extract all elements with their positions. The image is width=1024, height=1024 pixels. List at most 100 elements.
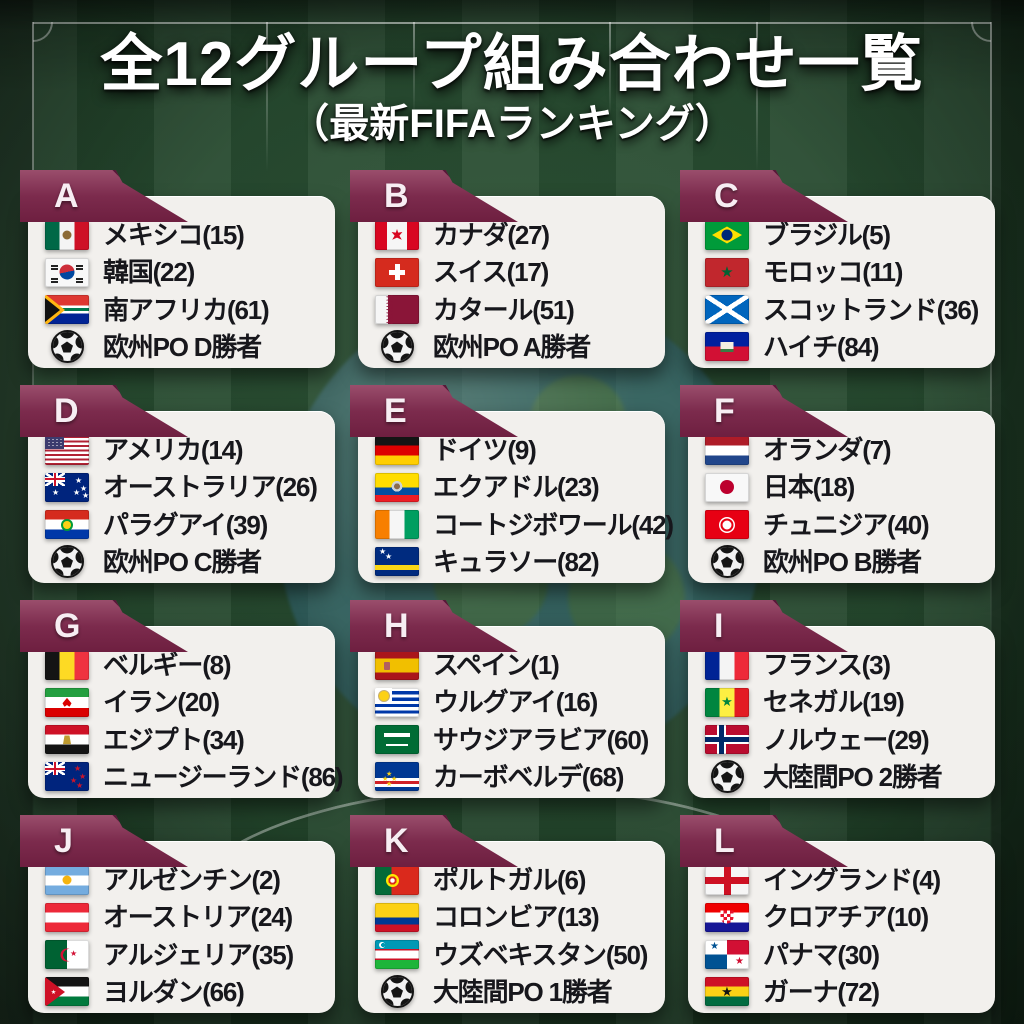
group-ribbon: C xyxy=(680,170,848,222)
team-label: ガーナ(72) xyxy=(763,976,880,1007)
team-label: クロアチア(10) xyxy=(763,902,929,933)
group-letter: I xyxy=(714,607,724,645)
team-row: クロアチア(10) xyxy=(704,902,987,932)
ivory-coast-flag-icon xyxy=(375,510,419,540)
group-card-L: L イングランド(4) クロアチア(10) パナマ(30) ガーナ(72) xyxy=(680,815,995,1013)
team-row: 韓国(22) xyxy=(44,257,327,287)
team-label: カタール(51) xyxy=(433,294,575,325)
ribbon-corner-fold xyxy=(350,222,358,230)
flag-box xyxy=(44,435,90,465)
flag-box xyxy=(44,295,90,325)
cape-verde-flag-icon xyxy=(375,762,419,792)
team-row: エクアドル(23) xyxy=(374,472,657,502)
team-label: 欧州PO D勝者 xyxy=(103,331,262,362)
team-row: ノルウェー(29) xyxy=(704,725,987,755)
flag-box xyxy=(44,762,90,792)
flag-box xyxy=(704,865,750,895)
group-card-K: K ポルトガル(6) コロンビア(13) ウズベキスタン(50) 大陸間PO 1勝者 xyxy=(350,815,665,1013)
team-row: 欧州PO C勝者 xyxy=(44,545,327,579)
flag-box xyxy=(374,865,420,895)
team-row: スコットランド(36) xyxy=(704,295,987,325)
ribbon-corner-fold xyxy=(350,867,358,875)
flag-box xyxy=(704,472,750,502)
south-africa-flag-icon xyxy=(45,295,89,325)
pitch-penalty-line-right xyxy=(756,22,758,172)
team-row: オーストリア(24) xyxy=(44,902,327,932)
flag-box xyxy=(374,435,420,465)
team-row: 大陸間PO 2勝者 xyxy=(704,760,987,794)
soccer-ball-icon xyxy=(710,545,744,579)
flag-box xyxy=(44,330,90,364)
group-ribbon: A xyxy=(20,170,188,222)
group-ribbon: D xyxy=(20,385,188,437)
team-row: カナダ(27) xyxy=(374,220,657,250)
group-ribbon: G xyxy=(20,600,188,652)
group-ribbon: L xyxy=(680,815,848,867)
group-card-G: G ベルギー(8) イラン(20) エジプト(34) ニュージーランド(86) xyxy=(20,600,344,798)
saudi-arabia-flag-icon xyxy=(375,725,419,755)
flag-box xyxy=(374,725,420,755)
team-row: 日本(18) xyxy=(704,472,987,502)
team-label: フランス(3) xyxy=(763,650,891,680)
team-label: コートジボワール(42) xyxy=(433,509,674,540)
team-list: アメリカ(14) オーストラリア(26) パラグアイ(39) 欧州PO C勝者 xyxy=(44,435,327,579)
groups-grid: A メキシコ(15) 韓国(22) 南アフリカ(61) 欧州PO D勝者 B カナダ(… xyxy=(20,170,995,1024)
flag-box xyxy=(704,725,750,755)
group-ribbon: J xyxy=(20,815,188,867)
team-row: 南アフリカ(61) xyxy=(44,295,327,325)
austria-flag-icon xyxy=(45,902,89,932)
team-row: キュラソー(82) xyxy=(374,547,657,577)
group-letter: E xyxy=(384,392,407,430)
group-card-F: F オランダ(7) 日本(18) チュニジア(40) 欧州PO B勝者 xyxy=(680,385,995,583)
team-label: パラグアイ(39) xyxy=(103,509,268,540)
flag-box xyxy=(374,762,420,792)
team-label: モロッコ(11) xyxy=(763,257,903,288)
team-label: アルジェリア(35) xyxy=(103,939,294,970)
flag-box xyxy=(44,725,90,755)
team-row: オランダ(7) xyxy=(704,435,987,465)
pitch-goal-area-line-right xyxy=(609,22,611,117)
pitch-penalty-line-left xyxy=(266,22,268,172)
team-list: スペイン(1) ウルグアイ(16) サウジアラビア(60) カーボベルデ(68) xyxy=(374,650,657,792)
flag-box xyxy=(704,687,750,717)
team-row: アメリカ(14) xyxy=(44,435,327,465)
team-label: コロンビア(13) xyxy=(433,902,600,933)
group-card-C: C ブラジル(5) モロッコ(11) スコットランド(36) ハイチ(84) xyxy=(680,170,995,368)
team-label: サウジアラビア(60) xyxy=(433,724,649,755)
ribbon-corner-fold xyxy=(350,652,358,660)
flag-box xyxy=(44,865,90,895)
team-row: アルジェリア(35) xyxy=(44,940,327,970)
ribbon-corner-fold xyxy=(680,652,688,660)
paraguay-flag-icon xyxy=(45,510,89,540)
australia-flag-icon xyxy=(45,472,89,502)
flag-box xyxy=(44,902,90,932)
mexico-flag-icon xyxy=(45,220,89,250)
team-row: エジプト(34) xyxy=(44,725,327,755)
team-label: 韓国(22) xyxy=(103,257,195,288)
team-row: コートジボワール(42) xyxy=(374,510,674,540)
ribbon-notch-fold xyxy=(772,385,786,398)
flag-box xyxy=(704,902,750,932)
group-card-D: D アメリカ(14) オーストラリア(26) パラグアイ(39) 欧州PO C勝者 xyxy=(20,385,335,583)
flag-box xyxy=(44,510,90,540)
flag-box xyxy=(704,977,750,1007)
flag-box xyxy=(44,650,90,680)
team-row: カタール(51) xyxy=(374,295,657,325)
team-label: 欧州PO C勝者 xyxy=(103,546,262,577)
flag-box xyxy=(704,220,750,250)
team-row: ガーナ(72) xyxy=(704,977,987,1007)
team-label: イラン(20) xyxy=(103,687,220,718)
team-label: エクアドル(23) xyxy=(433,472,600,503)
flag-box xyxy=(704,760,750,794)
team-label: 日本(18) xyxy=(763,472,855,503)
usa-flag-icon xyxy=(45,435,89,465)
flag-box xyxy=(374,940,420,970)
flag-box xyxy=(44,977,90,1007)
group-letter: A xyxy=(54,177,79,215)
team-label: ハイチ(84) xyxy=(763,331,880,362)
flag-box xyxy=(704,295,750,325)
team-row: モロッコ(11) xyxy=(704,257,987,287)
group-letter: G xyxy=(54,607,81,645)
team-row: サウジアラビア(60) xyxy=(374,725,657,755)
